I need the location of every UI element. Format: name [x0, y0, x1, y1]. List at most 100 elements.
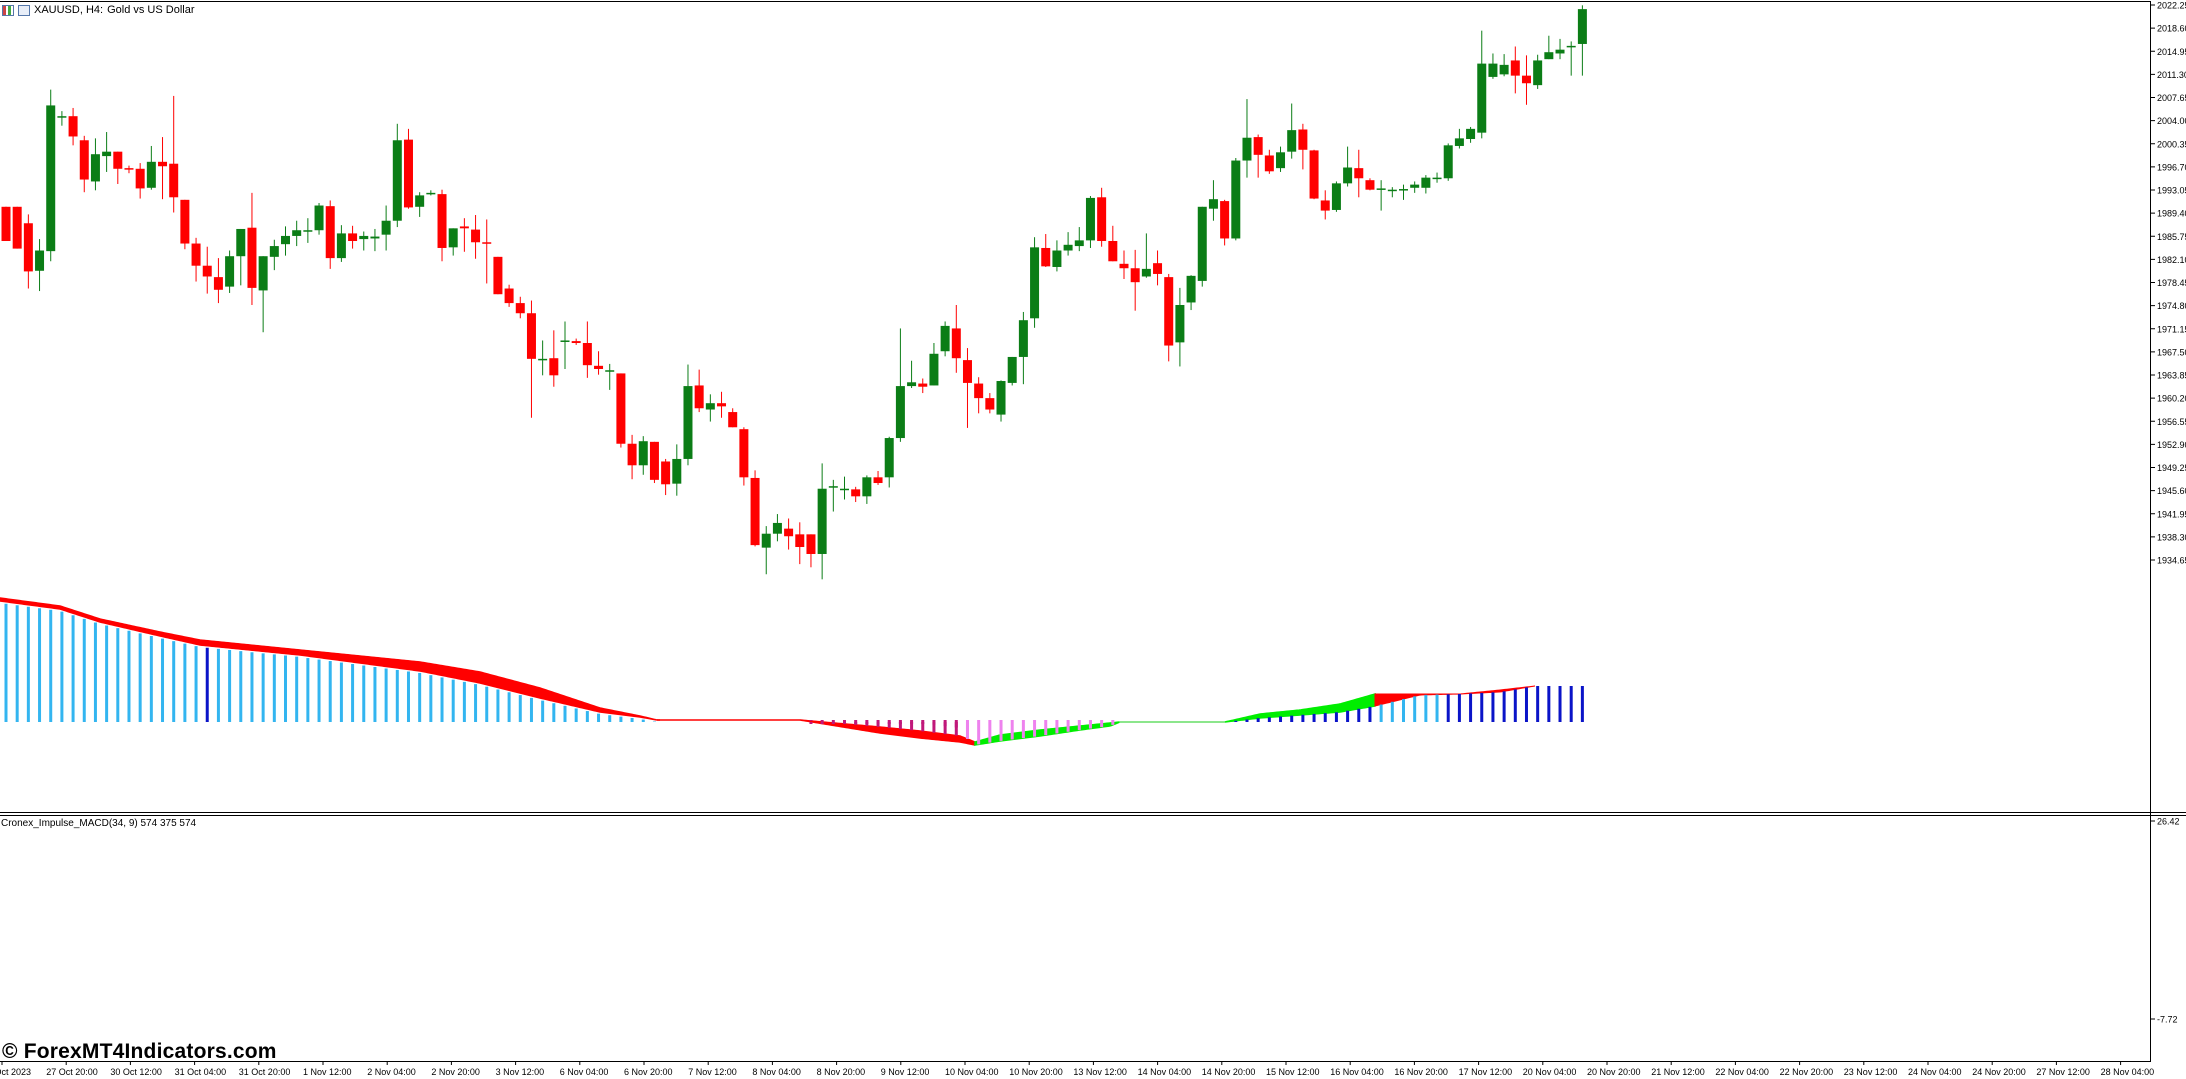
bull-candle [381, 205, 391, 251]
bear-candle [437, 189, 447, 262]
time-label: 1 Nov 12:00 [303, 1067, 352, 1077]
bull-candle [884, 436, 894, 488]
bear-candle [571, 338, 581, 345]
candle-body [1153, 263, 1163, 274]
price-label: 1945.60 [2157, 486, 2186, 496]
candle-body [1488, 63, 1498, 77]
bear-candle [1298, 123, 1308, 170]
bull-candle [415, 192, 425, 217]
candle-body [1320, 200, 1330, 211]
candle-body [1242, 137, 1252, 161]
bull-candle [761, 526, 771, 575]
bear-candle [951, 304, 961, 373]
price-label: 1938.30 [2157, 532, 2186, 542]
candle-body [1276, 152, 1286, 169]
time-label: 2 Nov 04:00 [367, 1067, 416, 1077]
candle-body [1175, 304, 1185, 343]
bull-candle [940, 321, 950, 357]
time-label: 27 Oct 2023 [0, 1067, 31, 1077]
bear-candle [750, 470, 760, 547]
candle-body [68, 116, 78, 137]
candle-body [1208, 199, 1218, 209]
bear-candle [1264, 149, 1274, 174]
bear-candle [661, 458, 671, 496]
bull-candle [1421, 175, 1431, 194]
ind-label: 26.42 [2157, 817, 2180, 827]
chart-header: XAUUSD, H4: Gold vs US Dollar [2, 4, 195, 16]
bear-candle [1220, 199, 1230, 246]
candle-body [1466, 128, 1476, 139]
candle-body [281, 235, 290, 245]
bull-candle [1242, 99, 1252, 178]
candle-body [717, 403, 727, 407]
candle-body [806, 534, 816, 554]
candle-body [303, 230, 313, 232]
candle-body [1577, 9, 1587, 44]
bull-candle [672, 444, 682, 496]
candle-body [862, 477, 872, 497]
candle-body [247, 227, 257, 288]
candle-body [1164, 277, 1174, 346]
candle-body [124, 168, 134, 170]
bull-candle [1018, 311, 1028, 385]
time-label: 16 Nov 20:00 [1394, 1067, 1448, 1077]
candle-body [1141, 268, 1151, 277]
time-label: 27 Oct 20:00 [46, 1067, 98, 1077]
bull-candle [538, 340, 548, 376]
bear-candle [504, 284, 514, 307]
bear-candle [873, 470, 883, 485]
candle-body [1399, 189, 1408, 191]
bear-candle [1164, 273, 1174, 362]
bull-candle [929, 343, 939, 386]
price-label: 1952.90 [2157, 440, 2186, 450]
bull-candle [605, 363, 615, 390]
time-label: 10 Nov 20:00 [1009, 1067, 1063, 1077]
bull-candle [1007, 356, 1017, 386]
bear-candle [784, 518, 794, 550]
bear-candle [549, 330, 559, 387]
bull-candle [1410, 181, 1420, 193]
candle-body [1253, 137, 1263, 155]
impulse-macd-pane [0, 597, 1584, 746]
bear-candle [79, 135, 89, 193]
candle-body [1309, 150, 1319, 199]
chart-type-icon[interactable] [2, 4, 14, 16]
candle-body [1264, 155, 1274, 172]
candle-body [1231, 160, 1241, 239]
symbol-description: Gold vs US Dollar [107, 4, 195, 16]
time-label: 8 Nov 04:00 [752, 1067, 801, 1077]
candle-body [1477, 63, 1487, 133]
bear-candle [68, 107, 78, 146]
time-label: 31 Oct 20:00 [239, 1067, 291, 1077]
bull-candle [314, 202, 324, 235]
bull-candle [1141, 233, 1151, 278]
candle-body [1108, 241, 1118, 262]
price-label: 1956.55 [2157, 417, 2186, 427]
candle-body [1018, 320, 1028, 357]
bull-candle [292, 220, 302, 247]
candle-body [191, 243, 201, 266]
bear-candle [918, 378, 928, 394]
checkbox-icon[interactable] [18, 4, 30, 16]
candle-body [840, 488, 849, 491]
candle-body [146, 161, 156, 188]
bull-candle [1577, 5, 1587, 76]
candle-body [1298, 129, 1308, 150]
bull-candle [1399, 184, 1408, 200]
candle-body [940, 325, 950, 352]
candle-body [348, 233, 358, 242]
bear-candle [191, 237, 201, 282]
candle-body [962, 360, 972, 383]
bull-candle [996, 380, 1006, 422]
candle-body [907, 382, 917, 387]
candle-body [180, 199, 190, 244]
bull-candle [269, 239, 279, 271]
bear-candle [459, 218, 469, 252]
bear-candle [1354, 149, 1364, 198]
candle-body [1085, 197, 1095, 241]
candle-body [113, 151, 123, 169]
candle-body [437, 194, 447, 248]
bear-candle [1, 206, 11, 242]
candle-body [828, 486, 838, 488]
